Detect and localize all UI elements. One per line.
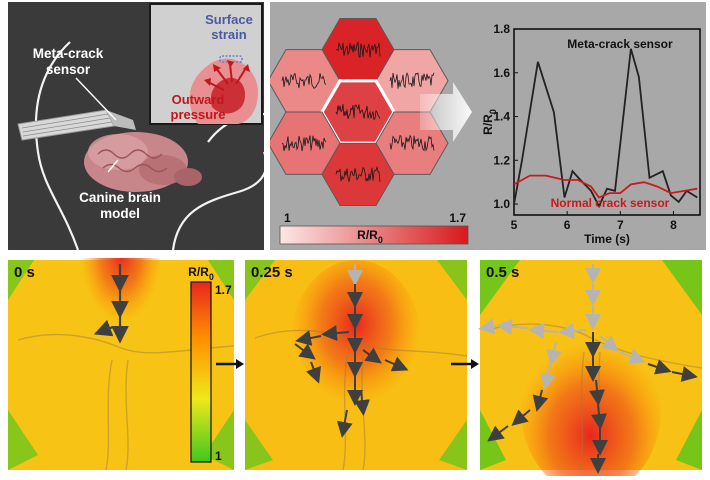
hex-array-figure: 1 1.7 R/R0 5 6 7 81.01.21.41.61.8 Time (s) … — [270, 2, 706, 250]
heatmap-colorbar-min: 1 — [215, 449, 222, 463]
heatmap-colorbar — [190, 281, 212, 463]
heatmap-colorbar-max: 1.7 — [215, 283, 232, 297]
pressure-inset: Surface strain Outward pressure — [149, 3, 263, 125]
hex-signal-trace — [335, 104, 381, 121]
pressure-arrowheads — [204, 60, 250, 86]
sensor-leader-line — [75, 77, 117, 121]
y-tick-label: 1.8 — [493, 22, 510, 36]
x-tick-label: 5 — [511, 218, 518, 232]
chart-ylabel: R/R0 — [481, 109, 498, 135]
heatmap-colorbar-label: R/R0 — [188, 265, 214, 282]
heatmap-frames-panel: 0 s R/R0 1.7 1 — [8, 258, 708, 476]
hex-colorbar-min: 1 — [284, 211, 291, 225]
sequence-arrowhead — [471, 359, 479, 369]
brain-model-photo-panel: Meta-crack sensor Canine brain model Sur… — [8, 2, 264, 250]
frame-time-label: 0.5 s — [486, 264, 519, 281]
hex-signal-trace — [281, 135, 327, 152]
y-tick-label: 1.0 — [493, 197, 510, 211]
pressure-arrows — [207, 63, 247, 91]
series-line-meta-crack — [513, 48, 698, 209]
hex-signal-trace — [389, 72, 435, 89]
y-tick-label: 1.4 — [493, 110, 510, 124]
flow-arrows — [487, 332, 698, 474]
flow-arrow — [420, 82, 472, 142]
chart-xlabel: Time (s) — [584, 232, 630, 246]
flow-arrows — [93, 264, 129, 344]
heatmap-frame-0s: 0 s R/R0 1.7 1 — [8, 258, 235, 471]
heatmap-cool-corners — [480, 260, 702, 470]
hex-colorbar-max: 1.7 — [449, 211, 466, 225]
chart-ylabel-sub: 0 — [488, 109, 498, 114]
wire — [171, 152, 264, 250]
inset-pressure-line2: pressure — [171, 107, 226, 122]
hex-array-panel: 1 1.7 R/R0 5 6 7 8 1.0 1.2 1.4 1.6 1.8 Time (s) … — [270, 2, 706, 250]
inset-surface-line2: strain — [211, 27, 246, 42]
vessel-outlines — [17, 333, 235, 471]
chart-plot-area — [513, 28, 701, 216]
sensor-strip-lines — [21, 113, 113, 137]
heatmap-frame-05s: 0.5 s — [478, 260, 703, 476]
chart-series — [513, 48, 698, 209]
sensor-tip — [106, 110, 136, 130]
brain-sulci — [97, 149, 163, 159]
chart-ylabel-main: R/R — [481, 114, 495, 135]
brain-stem — [174, 168, 202, 186]
y-tick-label: 1.2 — [493, 153, 510, 167]
hex-signal-trace — [389, 134, 435, 152]
hex-signal-trace — [335, 165, 381, 183]
heatmap-frame-025s: 0.25 s — [245, 260, 468, 471]
chart-axis-ticks: 5 6 7 8 1.0 1.2 1.4 1.6 1.8 — [493, 22, 677, 232]
sequence-arrowhead — [236, 359, 244, 369]
flow-arrows — [294, 264, 409, 438]
brain-label-line1: Canine brain — [79, 190, 161, 205]
brain-lobe — [88, 134, 148, 170]
brain-model-photo: Meta-crack sensor Canine brain model Sur… — [8, 2, 264, 250]
colorbar-label-sub: 0 — [378, 235, 383, 245]
brain-label-line2: model — [100, 206, 140, 221]
heatmap-cb-label-sub: 0 — [209, 272, 214, 282]
x-tick-label: 8 — [670, 218, 677, 232]
wire — [34, 41, 80, 250]
sensor-label-line2: sensor — [46, 62, 91, 77]
inset-sensor-marker — [219, 55, 243, 63]
x-tick-label: 6 — [564, 218, 571, 232]
inset-pressure-line1: Outward — [172, 92, 225, 107]
inset-surface-line1: Surface — [205, 12, 253, 27]
hex-signal-trace — [281, 72, 327, 89]
series-line-normal-crack — [513, 174, 698, 199]
legend-meta-crack: Meta-crack sensor — [567, 37, 673, 51]
brain-leader-line — [107, 159, 119, 173]
x-tick-label: 7 — [617, 218, 624, 232]
colorbar-label-main: R/R — [357, 228, 378, 242]
hex-colorbar — [279, 225, 469, 245]
heatmap-frames: 0 s R/R0 1.7 1 — [8, 258, 703, 476]
resistance-chart: 5 6 7 8 1.0 1.2 1.4 1.6 1.8 Time (s) R/R0 Meta-c… — [481, 22, 701, 246]
heatmap-cb-label-main: R/R — [188, 265, 209, 279]
frame-time-label: 0.25 s — [251, 264, 293, 281]
hex-colorbar-label: R/R0 — [357, 228, 383, 245]
sensor-label-line1: Meta-crack — [33, 46, 104, 61]
y-tick-label: 1.6 — [493, 66, 510, 80]
frame-time-label: 0 s — [14, 264, 35, 281]
hex-sensor — [321, 142, 395, 206]
hex-signal-trace — [335, 40, 381, 58]
flow-arrows-faded — [478, 264, 646, 390]
legend-normal-crack: Normal crack sensor — [551, 196, 670, 210]
